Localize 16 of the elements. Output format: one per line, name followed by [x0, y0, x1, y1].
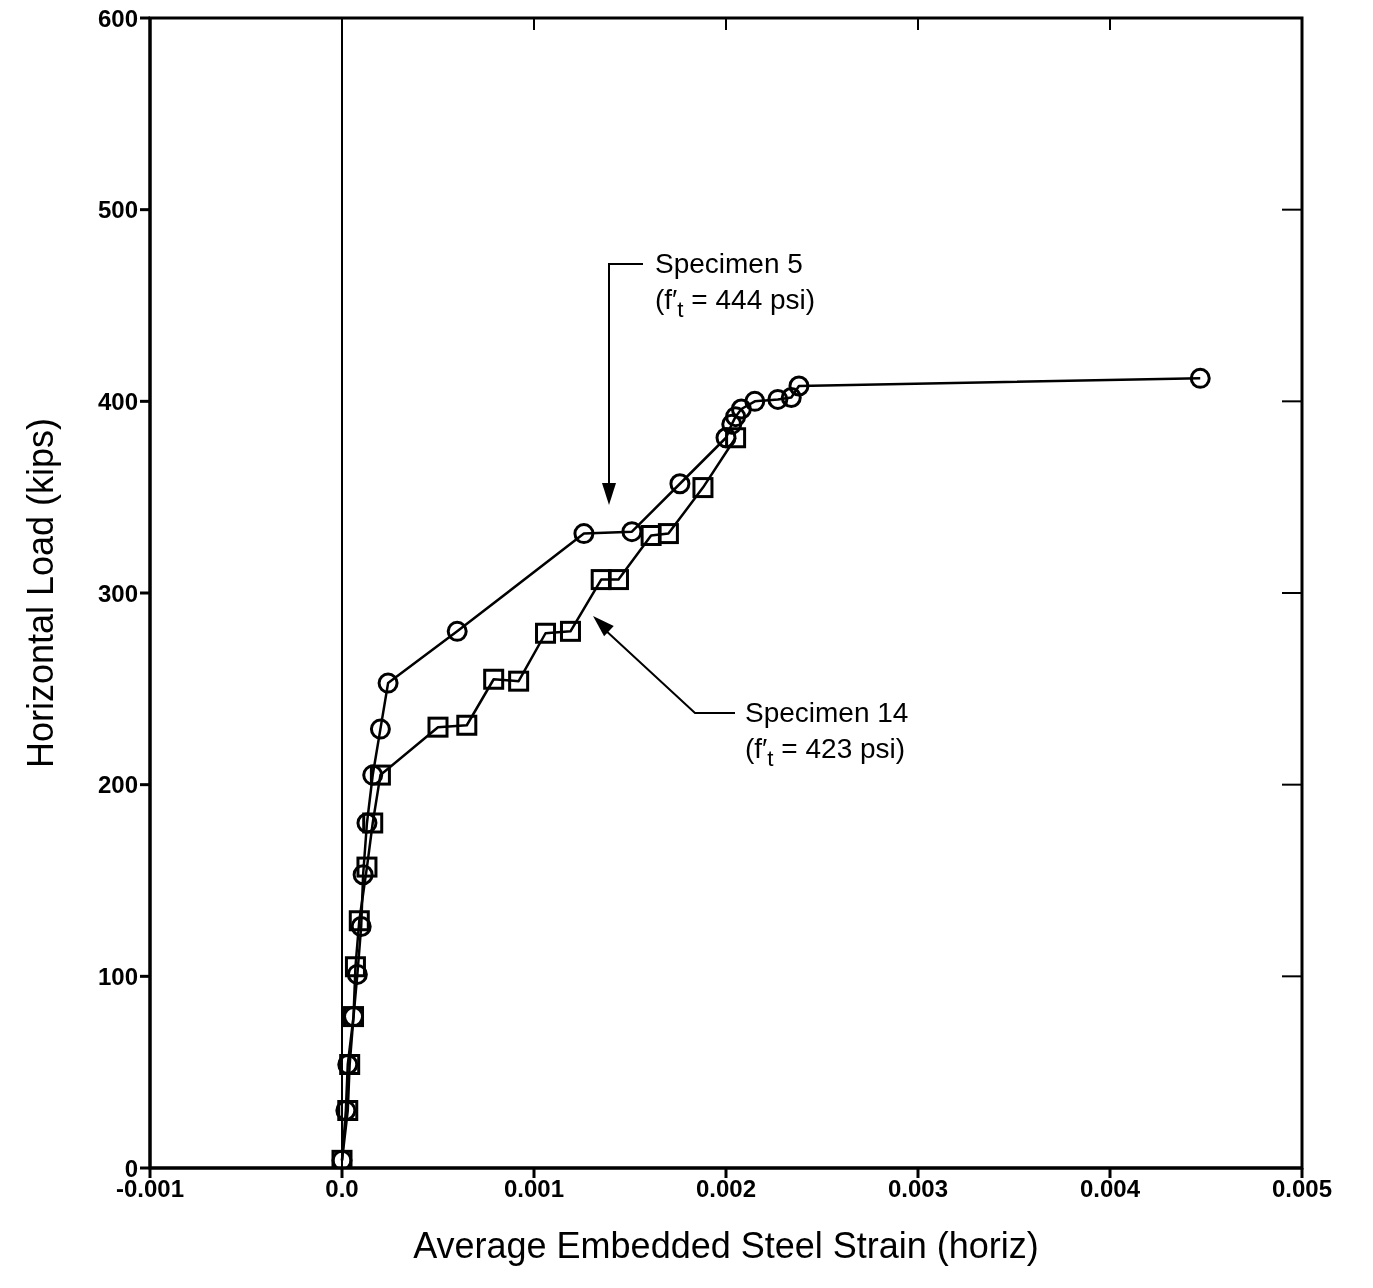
y-tick-label: 500	[97, 196, 138, 224]
y-tick-label: 200	[97, 771, 138, 799]
x-tick-label: 0.0	[325, 1175, 359, 1203]
x-tick-label: 0.003	[887, 1175, 949, 1203]
x-tick-label: 0.005	[1271, 1175, 1333, 1203]
y-tick-label: 300	[97, 579, 138, 607]
y-axis-title: Horizontal Load (kips)	[19, 417, 61, 769]
x-axis-title: Average Embedded Steel Strain (horiz)	[413, 1225, 1039, 1266]
x-tick-label: 0.001	[503, 1175, 565, 1203]
x-tick-label: 0.004	[1079, 1175, 1141, 1203]
x-tick-label: 0.002	[695, 1175, 757, 1203]
y-tick-label: 100	[97, 962, 138, 990]
annotation: Specimen 14 (f′$_{t}$ = 423 psi)	[745, 697, 909, 771]
y-tick-label: 600	[97, 4, 138, 32]
annotation: Specimen 5 (f′$_{t}$ = 444 psi)	[655, 248, 816, 322]
y-tick-label: 400	[97, 387, 138, 415]
